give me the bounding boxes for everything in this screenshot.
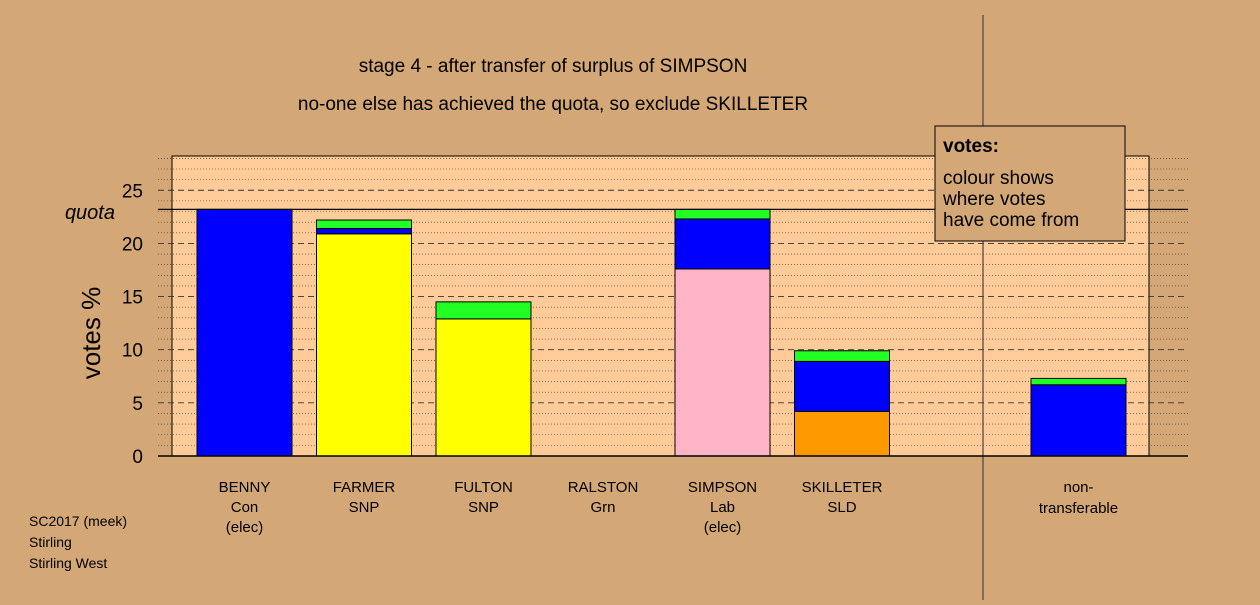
footer-line-3: Stirling West (29, 555, 107, 571)
y-tick-label: 0 (132, 447, 143, 468)
bar-simpson-segment (674, 208, 771, 220)
bars-layer (196, 208, 1127, 457)
bar-farmer-segment (316, 228, 412, 235)
bar-simpson-segment (674, 218, 771, 270)
x-tick-label: transferable (1039, 500, 1118, 517)
legend-line-3: have come from (943, 210, 1079, 231)
bar-nontransferable-segment (1030, 377, 1127, 386)
bar-fulton-segment (435, 318, 532, 457)
y-tick-label: 25 (122, 181, 143, 202)
chart-title-line-1: stage 4 - after transfer of surplus of S… (359, 56, 748, 77)
legend-frame (934, 125, 1126, 242)
x-tick-label: SNP (349, 499, 380, 516)
x-tick-label: Lab (710, 499, 735, 516)
x-tick-label: RALSTON (568, 479, 639, 496)
x-tick-label: Con (231, 499, 259, 516)
x-tick-label: SIMPSON (688, 479, 757, 496)
bar-skilleter-segment (794, 350, 890, 362)
bar-fulton-segment (435, 301, 532, 320)
x-tick-label: (elec) (226, 519, 264, 536)
x-tick-label: FULTON (454, 479, 513, 496)
legend-line-2: where votes (942, 189, 1045, 210)
bar-farmer-segment (316, 233, 412, 457)
bar-nontransferable-segment (1030, 384, 1127, 457)
bar-benny-segment (196, 208, 293, 457)
x-tick-label: FARMER (333, 479, 396, 496)
x-tick-label: SKILLETER (802, 479, 883, 496)
x-tick-label: Grn (590, 499, 615, 516)
chart-title-line-2: no-one else has achieved the quota, so e… (298, 94, 808, 115)
footer-line-1: SC2017 (meek) (29, 513, 127, 529)
x-tick-label: SLD (827, 499, 856, 516)
x-tick-label: non- (1063, 479, 1093, 496)
quota-label: quota (65, 202, 115, 224)
legend-line-1: colour shows (943, 168, 1054, 189)
legend-title: votes: (943, 136, 999, 157)
x-tick-label: BENNY (219, 479, 271, 496)
bar-simpson-segment (674, 268, 771, 457)
legend-box: votes: colour shows where votes have com… (934, 125, 1126, 242)
x-tick-label: (elec) (704, 519, 742, 536)
y-tick-label: 5 (132, 394, 143, 415)
x-tick-label: SNP (468, 499, 499, 516)
footer: SC2017 (meek) Stirling Stirling West (29, 513, 127, 571)
axis-layer: BENNY Con (elec) FARMER SNP FULTON SNP RALSTON G… (122, 181, 1188, 536)
bar-skilleter-segment (794, 360, 890, 412)
bar-skilleter-segment (794, 410, 890, 457)
y-axis-label: votes % (76, 287, 106, 380)
y-tick-label: 10 (122, 341, 143, 362)
bar-farmer-segment (316, 219, 412, 230)
y-tick-label: 15 (122, 288, 143, 309)
y-tick-label: 20 (122, 234, 143, 255)
footer-line-2: Stirling (29, 534, 72, 550)
